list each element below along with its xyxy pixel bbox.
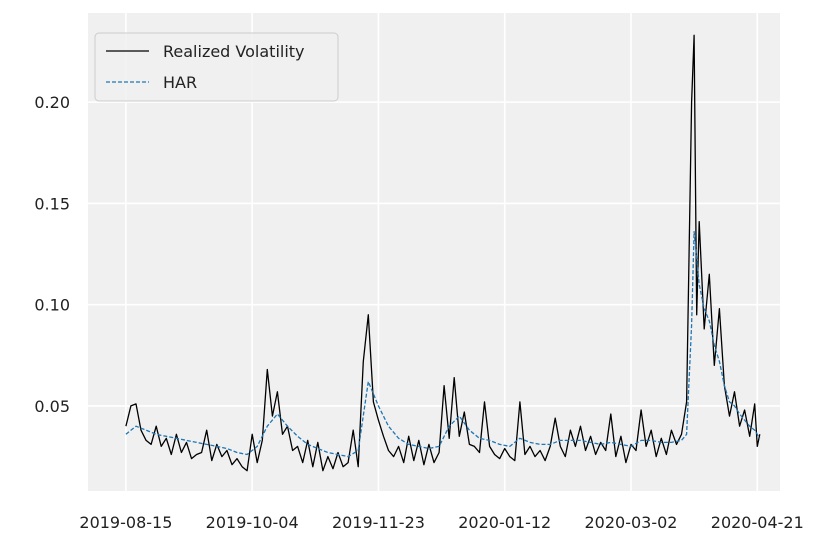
legend-label-realized-volatility: Realized Volatility xyxy=(163,42,305,61)
series-lines xyxy=(125,34,761,472)
y-tick-label: 0.15 xyxy=(34,194,70,213)
y-axis-ticks: 0.05 0.10 0.15 0.20 xyxy=(34,93,70,416)
series-line-har xyxy=(125,231,761,458)
x-tick-label: 2020-04-21 xyxy=(711,513,804,532)
y-tick-label: 0.05 xyxy=(34,397,70,416)
y-tick-label: 0.20 xyxy=(34,93,70,112)
legend-box xyxy=(94,32,339,102)
x-tick-label: 2020-03-02 xyxy=(585,513,678,532)
x-axis-ticks: 2019-08-15 2019-10-04 2019-11-23 2020-01-12… xyxy=(79,513,803,532)
x-tick-label: 2019-11-23 xyxy=(332,513,425,532)
x-tick-label: 2019-10-04 xyxy=(206,513,299,532)
x-tick-label: 2019-08-15 xyxy=(79,513,172,532)
y-tick-label: 0.10 xyxy=(34,296,70,315)
series-line-realized-volatility xyxy=(125,34,761,472)
x-tick-label: 2020-01-12 xyxy=(458,513,551,532)
legend-label-har: HAR xyxy=(163,73,197,92)
grid-lines xyxy=(88,13,780,491)
legend: Realized Volatility HAR xyxy=(94,32,339,102)
